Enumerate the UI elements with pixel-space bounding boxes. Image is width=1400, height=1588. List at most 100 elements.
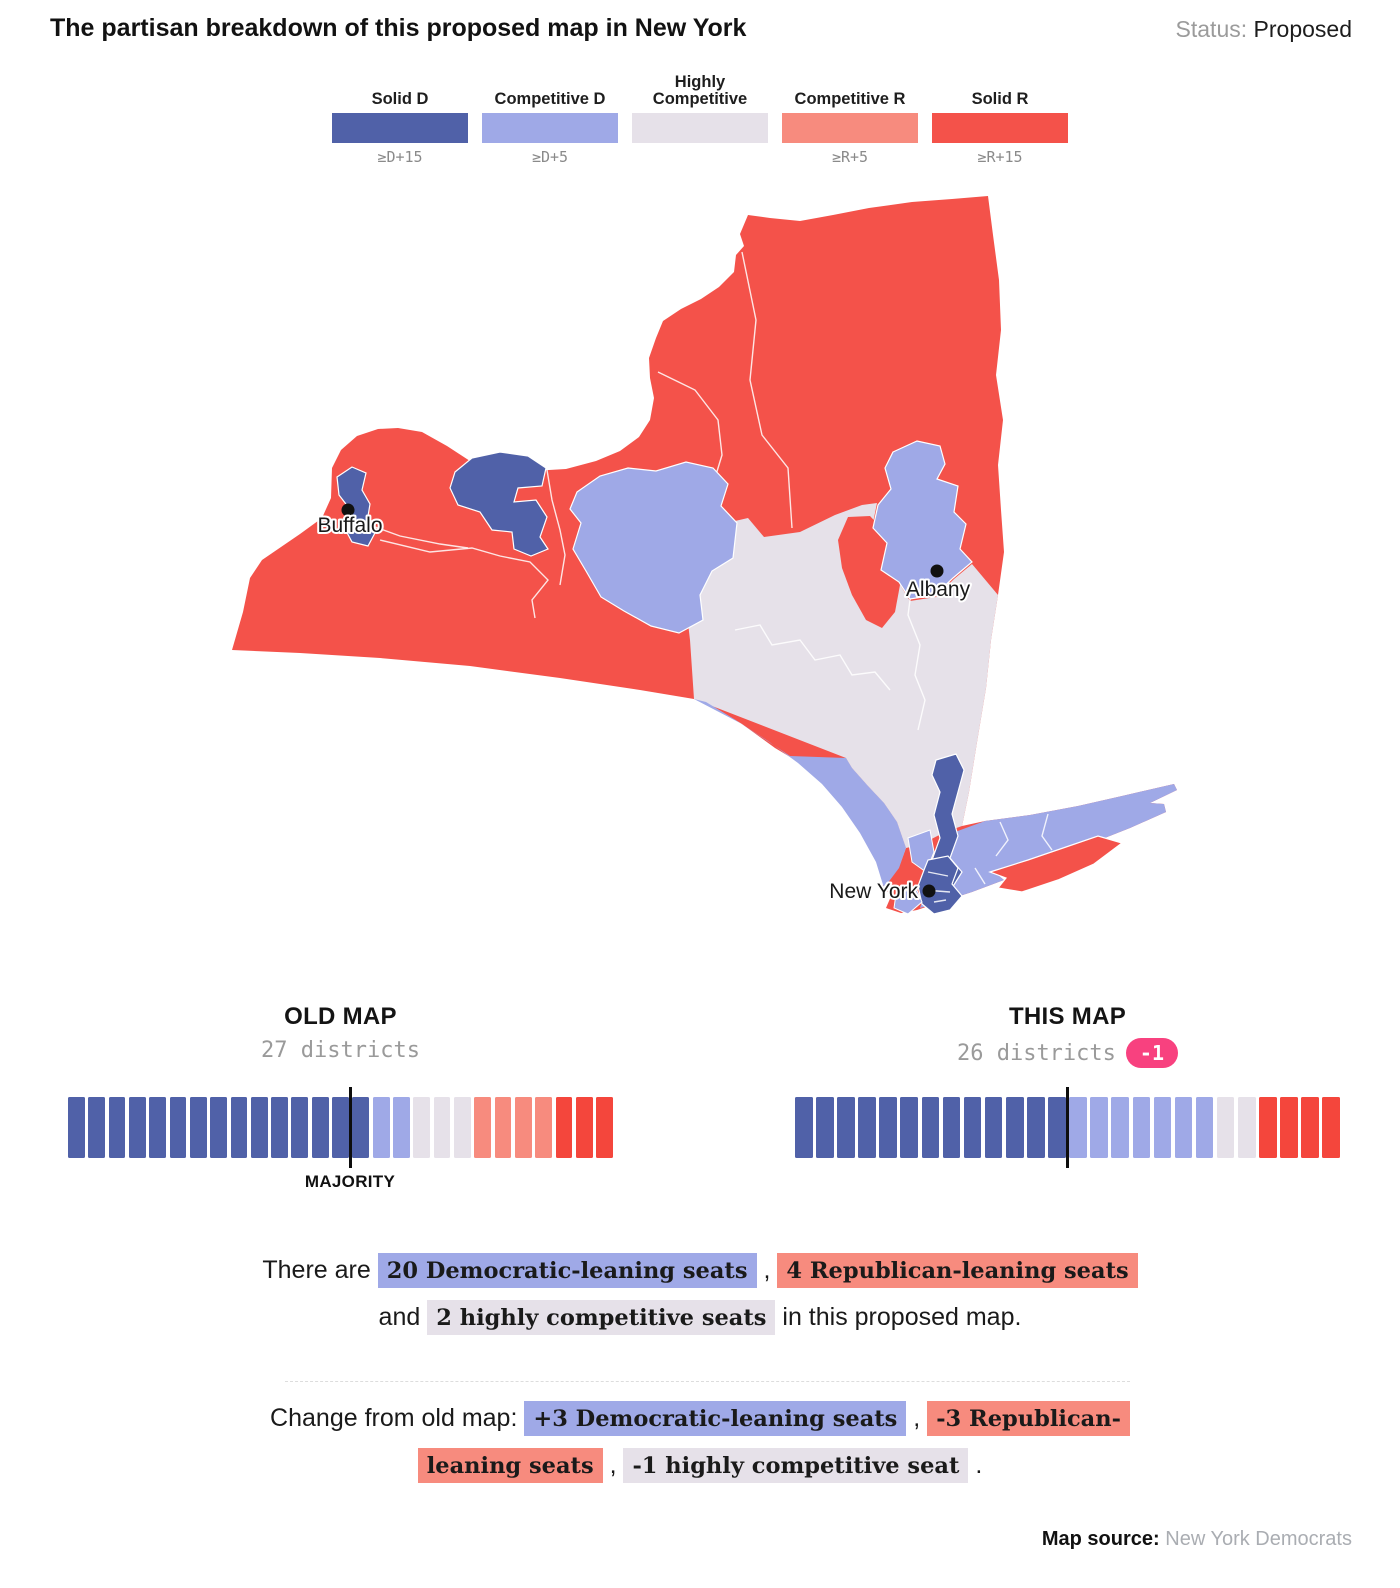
district-boundary-line — [734, 624, 891, 691]
district-region-solid-d-syracuse — [449, 451, 549, 557]
legend-item-competitive-r: Competitive R ≥R+5 — [782, 68, 918, 166]
legend-threshold — [632, 148, 768, 166]
city-dot-albany — [930, 564, 944, 578]
district-change-badge: -1 — [1125, 1038, 1179, 1068]
page-title: The partisan breakdown of this proposed … — [50, 14, 747, 42]
seat-bar-solid_d — [128, 1097, 146, 1158]
plain-text: Change from old map: — [270, 1404, 525, 1432]
seat-bar-solid_d — [879, 1097, 897, 1158]
seat-bar-solid_d — [88, 1097, 106, 1158]
highlight-hc: 2 highly competitive seats — [427, 1300, 776, 1335]
status-value: Proposed — [1253, 16, 1352, 42]
city-label-buffalo: Buffalo — [318, 514, 383, 537]
seat-bar-solid_d — [149, 1097, 167, 1158]
seat-bar-competitive_d — [1174, 1097, 1193, 1158]
city-label-albany: Albany — [906, 578, 971, 601]
legend-threshold: ≥D+5 — [531, 148, 569, 166]
seat-bar-solid_d — [1005, 1097, 1024, 1158]
seat-bar-competitive_r — [494, 1097, 512, 1158]
district-region-solid-d-nyc — [917, 855, 963, 915]
seat-bar-solid_r_bar — [555, 1097, 573, 1158]
seat-bar-solid_d — [169, 1097, 187, 1158]
plain-text: and — [378, 1303, 428, 1331]
seat-bar-solid_d — [837, 1097, 855, 1158]
district-region-solid-d-westchester — [931, 753, 965, 889]
majority-marker-line — [1066, 1087, 1069, 1168]
seat-bar-competitive_d — [1090, 1097, 1108, 1158]
plain-text: , — [906, 1404, 928, 1432]
legend-label: Competitive D — [494, 90, 606, 108]
seat-bar-competitive_d — [393, 1097, 410, 1158]
seat-summary-text: There are 20 Democratic-leaning seats , … — [0, 1247, 1400, 1341]
seat-summary-line-2: and 2 highly competitive seats in this p… — [0, 1294, 1400, 1341]
seat-bar-solid_r_bar — [575, 1097, 593, 1158]
new-york-district-map: Buffalo Albany New York — [230, 190, 1180, 970]
change-summary-line-2: leaning seats , -1 highly competitive se… — [0, 1442, 1400, 1489]
legend-threshold: ≥R+5 — [831, 148, 869, 166]
seat-bar-solid_d — [271, 1097, 288, 1158]
majority-marker-line — [349, 1087, 353, 1168]
seat-bar-solid_d — [900, 1097, 919, 1158]
plain-text: in this proposed map. — [775, 1303, 1022, 1331]
seat-bar-competitive_r — [474, 1097, 492, 1158]
old-map-district-count: 27 districts — [261, 1038, 420, 1063]
this-map-header: THIS MAP 26 districts -1 — [795, 1003, 1340, 1068]
district-region-solid-r-longisland — [988, 835, 1124, 893]
seat-bar-solid_r_bar — [1301, 1097, 1319, 1158]
plain-text: . — [968, 1451, 983, 1479]
legend-item-competitive-d: Competitive D ≥D+5 — [482, 68, 618, 166]
district-boundary-line — [974, 813, 1053, 885]
seat-bar-solid_d — [230, 1097, 248, 1158]
seat-bar-solid_r_bar — [1322, 1097, 1340, 1158]
legend-swatch-competitive-d — [482, 113, 618, 143]
map-svg: Buffalo Albany New York — [232, 196, 1177, 915]
district-boundary-line — [657, 371, 723, 479]
this-map-title: THIS MAP — [1008, 1003, 1127, 1030]
seat-bar-solid_d — [210, 1097, 227, 1158]
seat-bar-solid_d — [921, 1097, 940, 1158]
old-map-header: OLD MAP 27 districts — [68, 1003, 613, 1063]
legend-item-solid-d: Solid D ≥D+15 — [332, 68, 468, 166]
district-region-solid-r-lobe — [838, 516, 900, 628]
plain-text: , — [756, 1256, 778, 1284]
legend-label: Highly Competitive — [652, 73, 748, 108]
seat-bar-solid_d — [189, 1097, 207, 1158]
seat-bar-solid_d — [332, 1097, 349, 1158]
seat-bar-competitive_d — [1132, 1097, 1151, 1158]
city-label-new-york: New York — [829, 880, 918, 903]
district-boundary-line — [355, 519, 469, 549]
seat-bar-solid_d — [816, 1097, 834, 1158]
legend-swatch-solid-r — [932, 113, 1068, 143]
change-summary-text: Change from old map: +3 Democratic-leani… — [0, 1395, 1400, 1489]
seat-bar-solid_r_bar — [1259, 1097, 1277, 1158]
seat-bar-competitive_d — [1069, 1097, 1087, 1158]
seat-summary-line-1: There are 20 Democratic-leaning seats , … — [0, 1247, 1400, 1294]
old-map-subtitle: 27 districts — [68, 1038, 613, 1063]
seat-bar-highly_competitive — [413, 1097, 431, 1158]
seat-bar-solid_d — [68, 1097, 85, 1158]
seat-bar-solid_d — [1048, 1097, 1066, 1158]
legend-threshold: ≥D+15 — [377, 148, 423, 166]
this-map-seat-strip — [795, 1087, 1340, 1168]
plain-text: There are — [262, 1256, 378, 1284]
legend-swatch-highly-competitive — [632, 113, 768, 143]
city-dot-new-york — [922, 884, 936, 898]
seat-bar-solid_r_bar — [596, 1097, 613, 1158]
this-map-district-count: 26 districts — [956, 1040, 1116, 1066]
seat-bar-solid_d — [291, 1097, 309, 1158]
highlight-d: +3 Democratic-leaning seats — [524, 1401, 907, 1436]
district-boundary-line — [379, 539, 549, 619]
seat-bar-solid_d — [352, 1097, 370, 1158]
plain-text: , — [602, 1451, 624, 1479]
seat-bar-solid_d — [984, 1097, 1003, 1158]
seat-bar-solid_d — [250, 1097, 268, 1158]
seat-bar-solid_d — [795, 1097, 813, 1158]
status-indicator: Status: Proposed — [1176, 16, 1352, 43]
district-region-competitive-d-albany — [872, 440, 973, 600]
legend-item-highly-competitive: Highly Competitive — [632, 68, 768, 166]
legend-item-solid-r: Solid R ≥R+15 — [932, 68, 1068, 166]
district-boundary-line — [546, 469, 566, 586]
highlight-r: leaning seats — [417, 1448, 603, 1483]
seat-bar-competitive_r — [514, 1097, 532, 1158]
district-boundary-line — [741, 251, 793, 529]
